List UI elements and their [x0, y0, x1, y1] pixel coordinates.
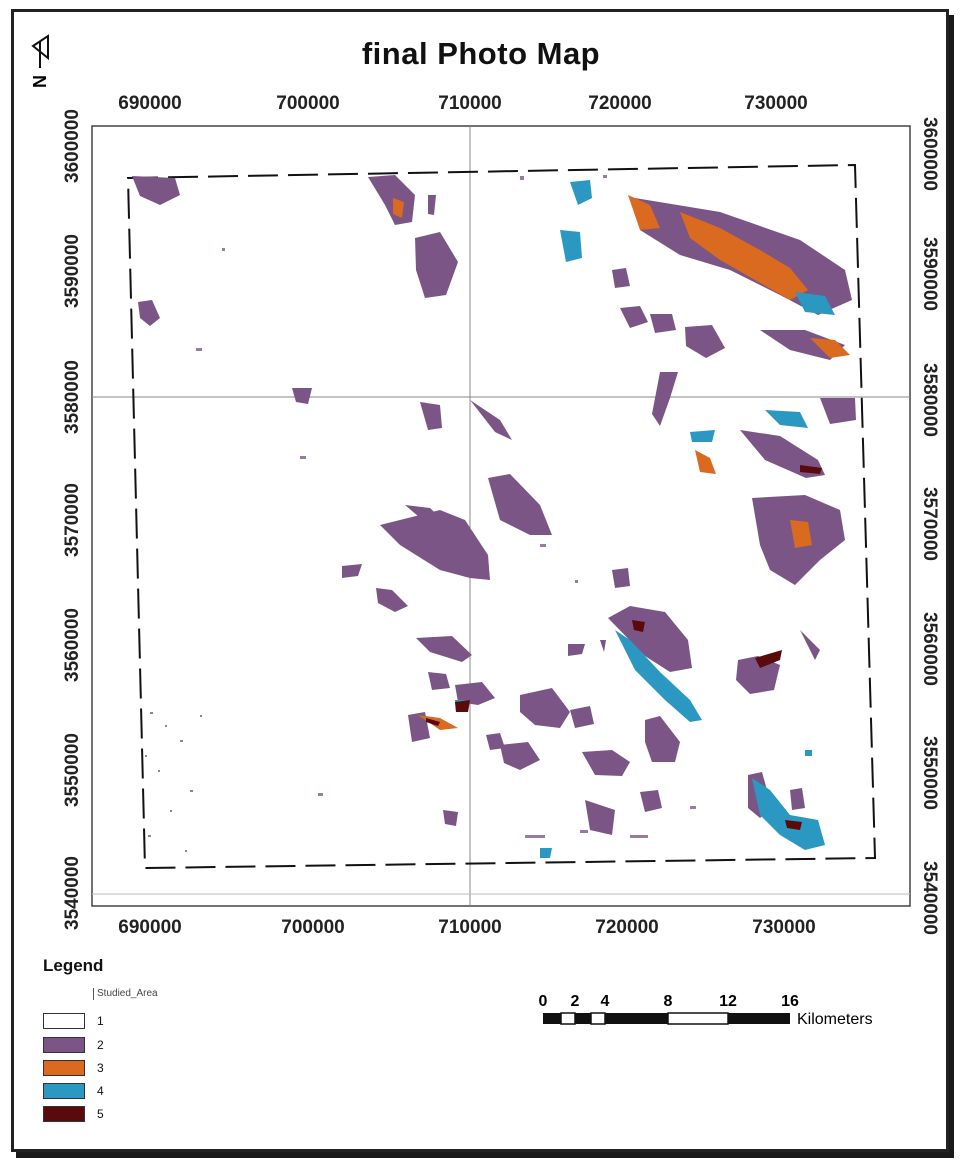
legend-item: 3: [43, 1059, 104, 1077]
class-5-patches: [426, 465, 822, 830]
y-tick-right: 3550000: [919, 736, 940, 810]
x-tick-top: 730000: [744, 93, 807, 114]
x-tick-bottom: 710000: [438, 917, 501, 938]
legend-label: 2: [97, 1038, 104, 1052]
y-tick-right: 3580000: [919, 363, 940, 437]
studied-area-outline: [126, 163, 877, 870]
y-tick-left: 3600000: [62, 109, 83, 183]
x-tick-bottom: 700000: [281, 917, 344, 938]
class-4-patches: [455, 180, 835, 858]
legend-label: 4: [97, 1084, 104, 1098]
y-tick-right: 3570000: [919, 487, 940, 561]
y-tick-left: 3590000: [62, 234, 83, 308]
scale-tick: 0: [539, 993, 548, 1010]
legend-swatch: [43, 1060, 85, 1076]
legend-label: 1: [97, 1014, 104, 1028]
legend-title: Legend: [43, 956, 104, 975]
speckle-fragments: [145, 175, 696, 852]
scale-bar: 0 2 4 8 12 16 Kilometers: [539, 993, 873, 1028]
x-tick-bottom: 720000: [595, 917, 658, 938]
y-tick-left: 3550000: [62, 733, 83, 807]
y-tick-left: 3540000: [62, 856, 83, 930]
y-tick-left: 3580000: [62, 360, 83, 434]
x-tick-bottom: 690000: [118, 917, 181, 938]
scale-tick: 12: [719, 993, 737, 1010]
legend-item: 2: [43, 1036, 104, 1054]
legend-swatch: [43, 1106, 85, 1122]
y-tick-right: 3560000: [919, 612, 940, 686]
x-tick-top: 690000: [118, 93, 181, 114]
studied-area-legend-mark: [93, 988, 94, 1000]
y-tick-left: 3560000: [62, 608, 83, 682]
legend-label: 3: [97, 1061, 104, 1075]
y-tick-left: 3570000: [62, 483, 83, 557]
x-tick-top: 720000: [588, 93, 651, 114]
north-arrow-icon: N: [30, 34, 50, 88]
x-tick-top: 700000: [276, 93, 339, 114]
legend-label: 5: [97, 1107, 104, 1121]
legend-item: 4: [43, 1082, 104, 1100]
y-tick-right: 3600000: [919, 117, 940, 191]
scale-tick: 2: [571, 993, 580, 1010]
scale-unit: Kilometers: [797, 1011, 873, 1028]
x-tick-bottom: 730000: [752, 917, 815, 938]
legend-item: 1: [43, 1012, 104, 1030]
svg-text:N: N: [30, 75, 50, 88]
y-tick-right: 3540000: [919, 861, 940, 935]
legend-item: 5: [43, 1105, 104, 1123]
legend-swatch: [43, 1037, 85, 1053]
legend-swatch: [43, 1083, 85, 1099]
legend-swatch: [43, 1013, 85, 1029]
studied-area-legend-label: Studied_Area: [97, 988, 158, 999]
y-tick-right: 3590000: [919, 237, 940, 311]
scale-tick: 16: [781, 993, 799, 1010]
map-title: final Photo Map: [361, 36, 601, 71]
scale-tick: 4: [601, 993, 610, 1010]
x-tick-top: 710000: [438, 93, 501, 114]
scale-tick: 8: [664, 993, 673, 1010]
